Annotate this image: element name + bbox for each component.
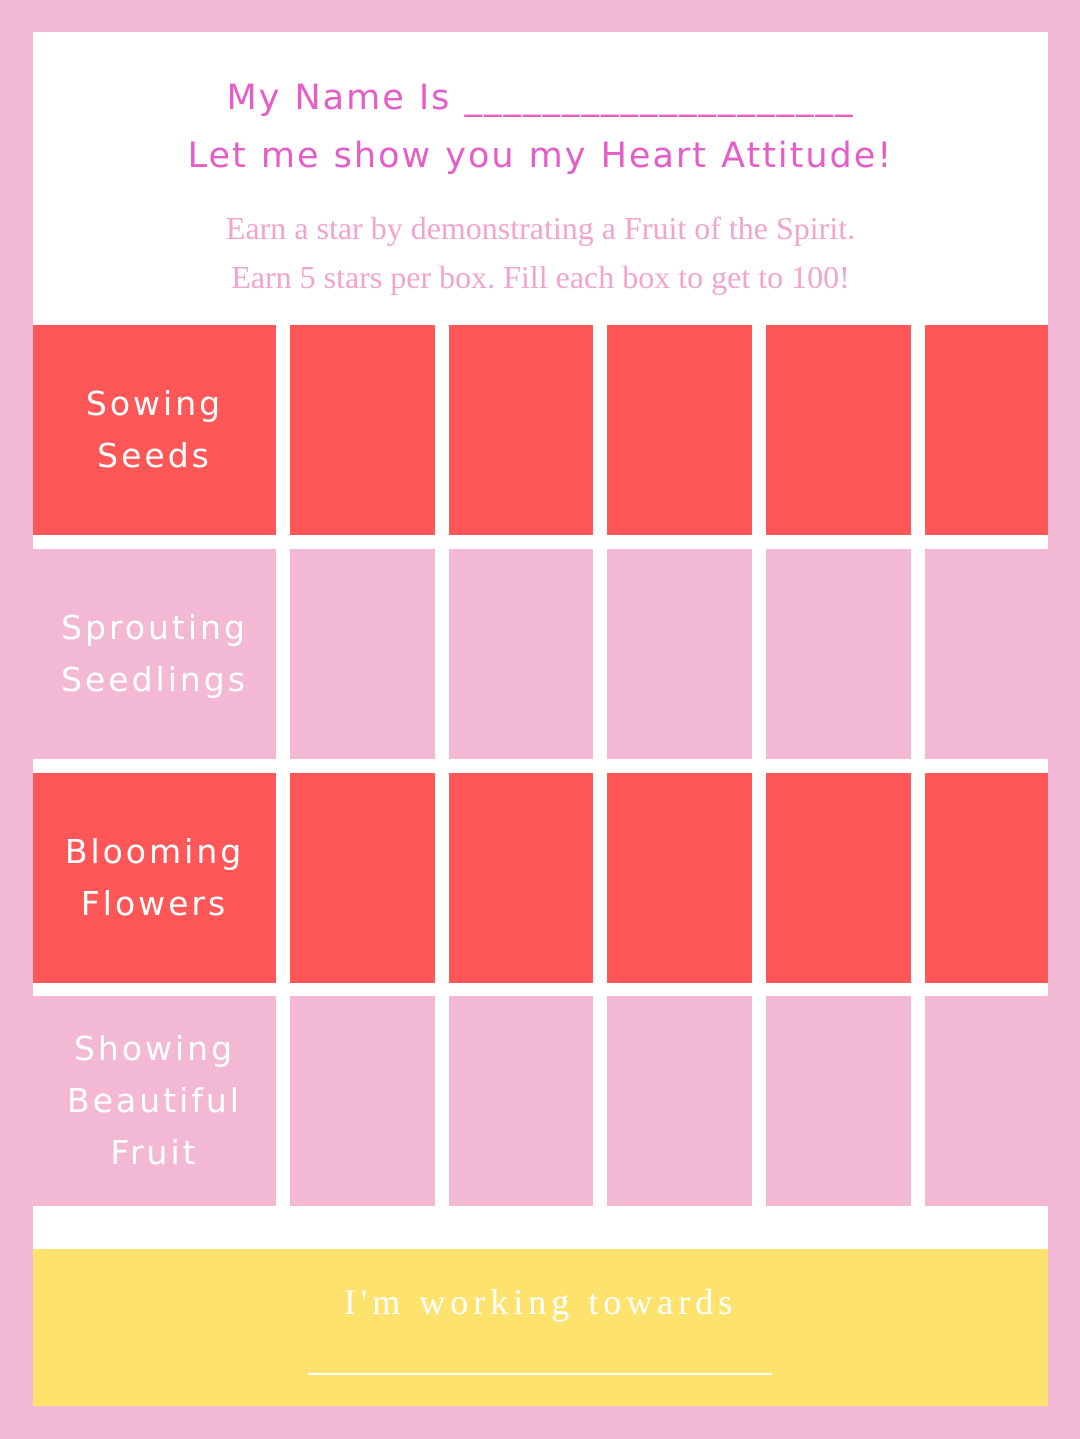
star-box[interactable] [925,549,1048,759]
instruction-line-2: Earn 5 stars per box. Fill each box to g… [231,259,850,295]
heart-attitude-heading: Let me show you my Heart Attitude! [187,136,894,176]
star-box[interactable] [449,996,593,1206]
row-label: Blooming Flowers [33,773,276,983]
star-box[interactable] [290,549,435,759]
star-box[interactable] [925,325,1048,535]
name-line: My Name Is ____________________ [226,78,855,118]
header: My Name Is ____________________ Let me s… [33,32,1048,322]
star-box[interactable] [449,773,593,983]
star-box[interactable] [766,996,911,1206]
star-box[interactable] [449,325,593,535]
star-box[interactable] [607,996,752,1206]
star-box[interactable] [766,549,911,759]
star-box[interactable] [290,325,435,535]
star-box[interactable] [290,996,435,1206]
row-label-text: Sprouting Seedlings [61,608,248,699]
row-label: Sprouting Seedlings [33,549,276,759]
star-box[interactable] [290,773,435,983]
row-blooming-flowers: Blooming Flowers [33,773,1048,983]
row-label-text: Blooming Flowers [64,832,245,923]
star-box[interactable] [607,549,752,759]
goal-text: I'm working towards [343,1282,738,1322]
row-sowing-seeds: Sowing Seeds [33,325,1048,535]
star-box[interactable] [607,325,752,535]
goal-footer: I'm working towards ____________________… [33,1249,1048,1406]
row-sprouting-seedlings: Sprouting Seedlings [33,549,1048,759]
row-label-text: Showing Beautiful Fruit [67,1029,242,1172]
row-label: Sowing Seeds [33,325,276,535]
row-label: Showing Beautiful Fruit [33,996,276,1206]
row-showing-beautiful-fruit: Showing Beautiful Fruit [33,996,1048,1206]
star-box[interactable] [766,773,911,983]
chart-sheet: My Name Is ____________________ Let me s… [33,32,1048,1406]
goal-blank-line[interactable]: _____________________________ [308,1341,773,1376]
instruction-line-1: Earn a star by demonstrating a Fruit of … [225,210,856,246]
star-box[interactable] [607,773,752,983]
row-label-text: Sowing Seeds [85,384,224,475]
star-box[interactable] [925,996,1048,1206]
star-box[interactable] [766,325,911,535]
star-box[interactable] [925,773,1048,983]
star-box[interactable] [449,549,593,759]
